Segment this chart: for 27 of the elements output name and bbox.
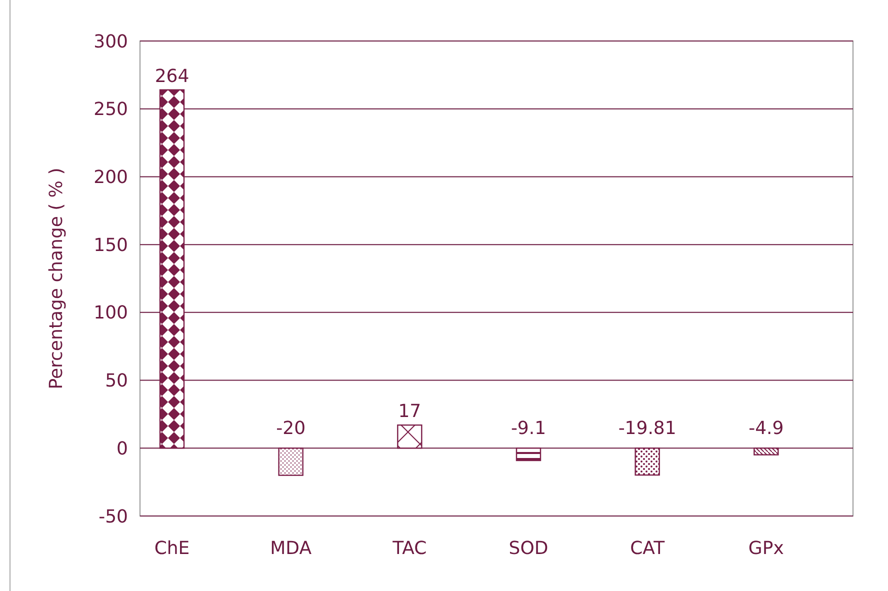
data-label: -19.81 [618,418,676,440]
data-label: -20 [276,418,306,440]
x-tick-label: ChE [154,538,190,559]
bar [634,448,660,476]
bar [397,424,422,449]
y-tick-label: -50 [98,506,128,528]
y-tick-label: 50 [105,370,128,392]
x-tick-label: GPx [748,538,784,559]
bar [159,89,185,449]
x-tick-label: CAT [630,538,666,559]
y-axis-title: Percentage change ( % ) [46,168,67,390]
y-tick-label: 100 [94,302,128,324]
bar [516,448,542,462]
x-tick-label: SOD [508,538,548,559]
bar [754,448,779,456]
y-tick-label: 150 [94,234,128,256]
data-label: -4.9 [748,418,784,440]
data-label: 264 [154,66,190,87]
y-tick-label: 200 [94,167,128,188]
y-tick-label: 0 [116,438,128,460]
x-tick-label: TAC [392,538,427,559]
data-label: 17 [398,401,422,422]
bar [278,448,304,476]
data-label: -9.1 [510,418,546,440]
x-tick-label: MDA [270,538,312,559]
y-tick-label: 300 [94,31,128,52]
y-tick-label: 250 [94,99,128,120]
